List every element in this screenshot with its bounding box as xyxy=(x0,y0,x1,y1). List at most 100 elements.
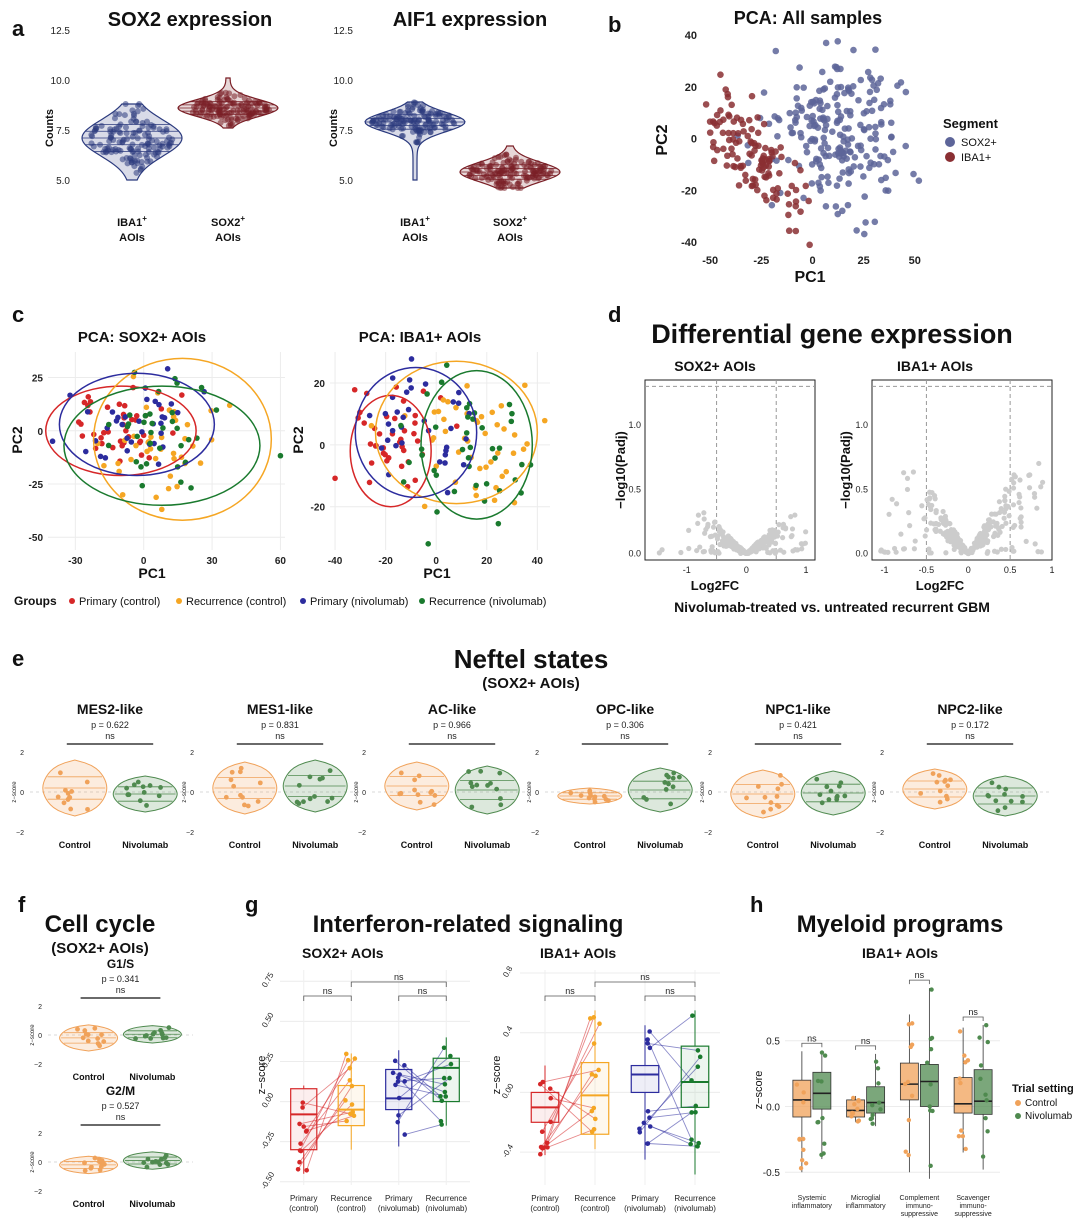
f1-point xyxy=(97,1043,103,1049)
panel-letter-e: e xyxy=(12,646,24,671)
d2-point xyxy=(886,511,892,517)
c-legend-label-recurrence-nivolumab: Recurrence (nivolumab) xyxy=(429,596,546,608)
d1-point xyxy=(714,536,721,542)
c2-point-Recurrence (control) xyxy=(421,503,428,510)
d2-ytick-2: 1.0 xyxy=(855,420,868,430)
e3-point xyxy=(494,786,500,792)
c2-point-Recurrence (nivolumab) xyxy=(473,482,479,489)
c1-point-Recurrence (control) xyxy=(133,442,139,449)
c2-point-Primary (nivolumab) xyxy=(384,437,391,444)
e2-xlabel-1: Nivolumab xyxy=(292,840,339,850)
c2-point-Recurrence (control) xyxy=(499,473,505,480)
e1-point xyxy=(140,784,146,790)
c2-point-Primary (nivolumab) xyxy=(399,440,405,446)
b-point-SOX2+ xyxy=(839,169,847,176)
d2-point xyxy=(1034,505,1040,511)
e4-point xyxy=(605,798,611,804)
h-bracket-0 xyxy=(801,1042,823,1048)
b-point-SOX2+ xyxy=(897,79,905,86)
g2-point-0 xyxy=(547,1086,553,1091)
b-yaxis-label: PC2 xyxy=(654,124,671,155)
c2-point-Recurrence (control) xyxy=(488,459,494,465)
e3-point xyxy=(497,770,503,776)
e4-point xyxy=(662,780,668,785)
f2-point xyxy=(88,1165,94,1171)
b-point-IBA1+ xyxy=(724,152,731,160)
h-xlabel-1-1: inflammatory xyxy=(846,1203,887,1210)
b-point-SOX2+ xyxy=(846,107,854,115)
b-point-IBA1+ xyxy=(710,157,718,165)
b-point-SOX2+ xyxy=(874,80,882,87)
g1-xlabel-0-a: Primary xyxy=(290,1194,318,1203)
d2-xaxis-label: Log2FC xyxy=(916,578,965,593)
b-ytick-4: 40 xyxy=(685,30,697,42)
g1-point-1 xyxy=(343,1051,349,1057)
a1-point xyxy=(117,121,124,128)
g1-bracket-0 xyxy=(303,995,352,1001)
c2-ellipse-0 xyxy=(349,394,432,508)
e2-point xyxy=(329,795,335,801)
e6-ylabel: z−score xyxy=(872,781,878,803)
c2-point-Primary (nivolumab) xyxy=(378,445,385,451)
c1-point-Recurrence (control) xyxy=(116,468,122,475)
c1-point-Recurrence (nivolumab) xyxy=(169,409,176,416)
d1-point xyxy=(701,548,708,555)
c-legend-marker-recurrence-nivolumab xyxy=(419,598,425,604)
b-point-SOX2+ xyxy=(745,159,752,167)
d2-point xyxy=(878,548,884,554)
b-point-IBA1+ xyxy=(724,93,732,101)
d2-point xyxy=(1018,505,1024,511)
c2-ytick-2: 20 xyxy=(314,379,326,390)
b-point-SOX2+ xyxy=(844,201,852,209)
e3-xlabel-0: Control xyxy=(401,840,433,850)
c2-point-Primary (nivolumab) xyxy=(389,427,396,434)
a1-point xyxy=(235,102,242,109)
g2-point-1 xyxy=(587,1016,593,1021)
c1-xtick-3: 60 xyxy=(275,556,287,567)
a1-point xyxy=(221,109,228,116)
d2-point xyxy=(910,469,917,475)
h-xlabel-0-0: Systemic xyxy=(798,1195,827,1202)
c1-point-Primary (control) xyxy=(99,440,105,447)
e1-ylabel: z−score xyxy=(12,781,18,803)
d1-frame xyxy=(644,379,816,561)
b-point-SOX2+ xyxy=(760,89,768,96)
a2-title: AIF1 expression xyxy=(393,9,548,31)
a2-group-label-2: SOX2+ AOIs xyxy=(493,214,527,244)
b-point-SOX2+ xyxy=(836,175,843,182)
d-subtitle: Nivolumab-treated vs. untreated recurren… xyxy=(674,599,990,615)
g1-pair-line-0 xyxy=(302,1067,351,1108)
c2-point-Recurrence (nivolumab) xyxy=(463,430,470,436)
e5-point xyxy=(744,795,749,801)
f1-point xyxy=(95,1036,101,1041)
c2-point-Primary (nivolumab) xyxy=(389,375,396,381)
h-point-2-0 xyxy=(910,1021,915,1026)
d2-point xyxy=(1006,513,1012,519)
c2-point-Primary (control) xyxy=(414,438,421,444)
e4-point xyxy=(587,790,593,796)
h-point-1-1 xyxy=(870,1121,875,1126)
g1-xlabel-2-a: Primary xyxy=(385,1194,413,1203)
c2-point-Primary (nivolumab) xyxy=(436,459,443,465)
h-xlabel-2-1: immuno- xyxy=(906,1203,934,1210)
g1-xlabel-3-a: Recurrence xyxy=(426,1194,468,1203)
b-point-SOX2+ xyxy=(845,180,852,187)
h-plot: -0.50.00.5 nsSystemicinflammatorynsMicrog… xyxy=(763,970,1000,1218)
f2-title: G2/M xyxy=(106,1084,135,1098)
d1-point xyxy=(780,535,786,541)
e5-point xyxy=(768,800,774,805)
b-point-SOX2+ xyxy=(800,84,807,91)
c1-point-Recurrence (nivolumab) xyxy=(147,411,153,417)
g1-ytick-5: 0.75 xyxy=(260,971,276,989)
c2-point-Recurrence (nivolumab) xyxy=(495,520,502,527)
b-point-IBA1+ xyxy=(749,182,757,189)
panel-letter-a: a xyxy=(12,16,25,41)
b-point-IBA1+ xyxy=(713,111,721,119)
h-title: Myeloid programs xyxy=(797,911,1004,938)
d1-point xyxy=(686,527,692,533)
d1-point xyxy=(803,529,809,535)
c2-xtick-1: -20 xyxy=(378,556,393,567)
d2-point xyxy=(958,548,964,555)
